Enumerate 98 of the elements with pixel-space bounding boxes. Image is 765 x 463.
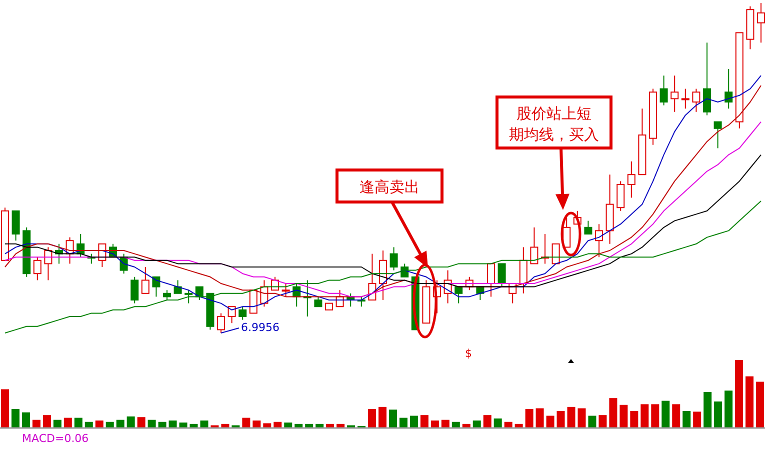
bar (64, 418, 72, 428)
bar (483, 415, 492, 428)
candlestick (487, 263, 495, 298)
candlestick (314, 296, 322, 308)
bar (588, 416, 596, 428)
bar (693, 412, 702, 428)
candlestick (714, 121, 722, 149)
bar (578, 408, 586, 428)
candlestick (627, 160, 636, 198)
candlestick (703, 42, 711, 116)
candlestick (141, 266, 150, 294)
bar (368, 408, 376, 428)
bar (137, 417, 146, 428)
bar (556, 411, 565, 428)
candlestick (400, 263, 409, 278)
bar (420, 415, 428, 428)
bar (746, 376, 754, 428)
bar (672, 404, 680, 428)
bar (714, 401, 722, 428)
bar (126, 416, 135, 428)
bar (11, 408, 20, 428)
bar (504, 422, 512, 428)
candlestick (33, 256, 42, 281)
candlestick (519, 246, 528, 294)
candlestick (152, 276, 160, 298)
candlestick (163, 290, 171, 300)
bar (1, 389, 9, 428)
candlestick (595, 224, 603, 258)
bar (525, 408, 534, 428)
bar (609, 398, 618, 428)
bar (441, 420, 450, 428)
bar (274, 422, 282, 428)
candlestick (724, 68, 733, 110)
bar (620, 404, 628, 428)
bar (378, 406, 386, 428)
bar (148, 420, 156, 428)
bar (430, 420, 439, 428)
candlestick (681, 88, 690, 110)
text: MACD=0.06 (22, 432, 89, 445)
bar (42, 415, 51, 428)
candlestick (530, 226, 538, 264)
annotation: 逢高卖出 (360, 178, 420, 196)
bar (263, 423, 272, 428)
bar (252, 420, 261, 428)
candlestick (670, 75, 679, 112)
bar (630, 411, 638, 428)
candlestick (238, 306, 247, 320)
bar (662, 400, 670, 428)
candlestick (390, 246, 398, 271)
bar (116, 420, 124, 428)
bar (388, 410, 397, 428)
candlestick (249, 290, 258, 314)
bar (536, 408, 544, 428)
candlestick (12, 210, 20, 242)
candlestick (174, 280, 182, 294)
candlestick (130, 276, 139, 304)
bar (640, 404, 649, 428)
bar (724, 390, 733, 428)
bar (95, 420, 104, 428)
bar (410, 416, 418, 428)
bar (651, 404, 660, 428)
candlestick (692, 88, 700, 112)
bar (32, 420, 40, 428)
candlestick (184, 290, 193, 304)
candlestick (757, 2, 765, 44)
bar (682, 411, 691, 428)
bar (200, 420, 208, 428)
bar (756, 382, 764, 428)
bar (472, 420, 481, 428)
candlestick (660, 75, 668, 106)
candlestick (217, 312, 225, 334)
bar (158, 422, 166, 428)
bar (735, 360, 744, 428)
annotation: $ (465, 347, 472, 360)
bar (452, 422, 460, 428)
bar (53, 420, 62, 428)
bar (494, 418, 502, 428)
annotation: 股价站上短期均线，买入 (509, 104, 599, 144)
bar (84, 422, 93, 428)
bar (284, 422, 292, 428)
bar (22, 412, 30, 428)
candlestick (498, 263, 506, 288)
annotation: 6.9956 (241, 321, 280, 334)
candlestick (616, 180, 625, 212)
candlestick (584, 220, 592, 234)
bar (242, 418, 250, 428)
bar (179, 422, 188, 428)
bar (546, 416, 554, 428)
bar (704, 392, 712, 428)
bar (168, 420, 177, 428)
bar (598, 415, 607, 428)
bar (399, 418, 408, 428)
bar (567, 406, 576, 428)
bar (74, 418, 82, 428)
bar (106, 422, 114, 428)
candlestick (454, 286, 463, 304)
candlestick (282, 283, 290, 298)
candlestick (228, 306, 236, 324)
